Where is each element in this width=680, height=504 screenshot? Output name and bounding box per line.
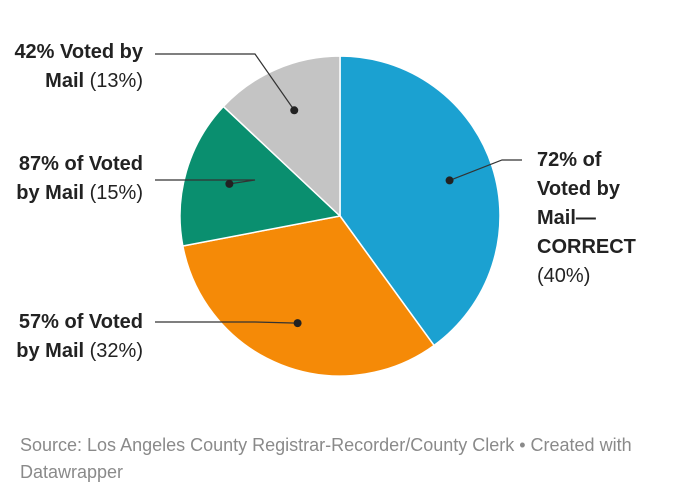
- slice-label: 87% of Voted by Mail (15%): [13, 150, 143, 208]
- leader-line: [155, 179, 256, 185]
- leader-dot: [445, 176, 454, 185]
- category-label: 72% of Voted by Mail—CORRECT: [537, 149, 636, 258]
- value-label: (15%): [89, 182, 143, 204]
- leader-dot: [290, 106, 299, 115]
- pie-slice: [179, 105, 342, 247]
- slice-label: 57% of Voted by Mail (32%): [13, 308, 143, 366]
- pie-slice: [181, 215, 436, 377]
- leader-line: [155, 321, 298, 324]
- category-label: 57% of Voted by Mail: [16, 311, 143, 362]
- pie-slice: [222, 55, 341, 218]
- value-label: (40%): [537, 265, 591, 287]
- leader-dot: [293, 319, 302, 328]
- category-label: 87% of Voted by Mail: [16, 153, 143, 204]
- value-label: (13%): [89, 70, 143, 92]
- slice-label: 72% of Voted by Mail—CORRECT (40%): [537, 146, 657, 291]
- leader-line: [155, 53, 295, 111]
- slice-label: 42% Voted by Mail (13%): [3, 38, 143, 96]
- source: Source: Los Angeles County Registrar-Rec…: [20, 435, 632, 482]
- leader-line: [449, 159, 522, 181]
- category-label: 42% Voted by Mail: [14, 41, 143, 92]
- pie-slice: [339, 55, 501, 347]
- value-label: (32%): [89, 340, 143, 362]
- leader-dot: [225, 179, 234, 188]
